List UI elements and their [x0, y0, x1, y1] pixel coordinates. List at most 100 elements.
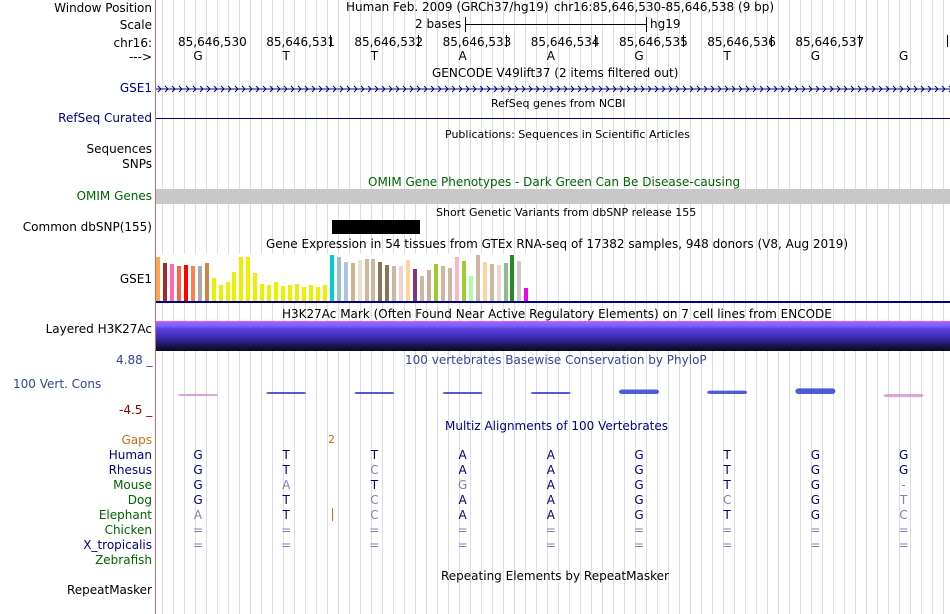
gtex-tissue-bar[interactable]: [399, 266, 404, 301]
gtex-tissue-bar[interactable]: [211, 278, 216, 301]
multiz-gap-count[interactable]: 2: [328, 433, 335, 446]
gtex-tissue-bar[interactable]: [260, 284, 265, 301]
repeatmasker-track-label[interactable]: RepeatMasker: [66, 583, 152, 597]
publications-snps-label[interactable]: SNPs: [122, 157, 152, 171]
omim-track-title[interactable]: OMIM Gene Phenotypes - Dark Green Can Be…: [368, 175, 741, 189]
gtex-tissue-bar[interactable]: [190, 266, 195, 301]
gencode-strand-chevron: [570, 85, 575, 93]
gtex-tissue-bar[interactable]: [225, 282, 230, 301]
gtex-tissue-bar[interactable]: [232, 272, 237, 301]
h3k27ac-track-label[interactable]: Layered H3K27Ac: [45, 322, 152, 336]
gencode-gene-feature[interactable]: [156, 81, 950, 95]
gtex-tissue-bar[interactable]: [427, 270, 432, 301]
gtex-tissue-bar[interactable]: [350, 263, 355, 301]
gtex-tissue-bar[interactable]: [246, 257, 251, 301]
gtex-tissue-bar[interactable]: [413, 269, 418, 301]
gtex-tissue-bar[interactable]: [162, 263, 167, 301]
multiz-species-label[interactable]: X_tropicalis: [83, 538, 152, 552]
gtex-tissue-bar[interactable]: [197, 266, 202, 301]
gtex-track-label[interactable]: GSE1: [119, 272, 152, 286]
gtex-tissue-bar[interactable]: [385, 265, 390, 301]
gtex-tissue-bar[interactable]: [218, 285, 223, 301]
elephant-insertion-marker[interactable]: [332, 508, 333, 521]
gtex-tissue-bar[interactable]: [392, 266, 397, 301]
gtex-tissue-bar[interactable]: [434, 264, 438, 301]
gtex-tissue-bar[interactable]: [454, 257, 459, 301]
omim-track-label[interactable]: OMIM Genes: [76, 189, 152, 203]
gtex-tissue-bar[interactable]: [274, 282, 279, 301]
gtex-tissue-bar[interactable]: [378, 262, 383, 301]
gtex-tissue-bar[interactable]: [239, 257, 244, 301]
gtex-tissue-bar[interactable]: [204, 263, 209, 301]
multiz-species-label[interactable]: Zebrafish: [95, 553, 152, 567]
gencode-track-title[interactable]: GENCODE V49lift37 (2 items filtered out): [432, 66, 679, 80]
gtex-tissue-bar[interactable]: [295, 284, 299, 301]
gtex-tissue-bar[interactable]: [475, 255, 480, 301]
multiz-species-label[interactable]: Mouse: [113, 478, 152, 492]
gtex-tissue-bar[interactable]: [357, 260, 362, 301]
gtex-tissue-bar[interactable]: [183, 265, 188, 301]
gtex-tissue-bar[interactable]: [489, 264, 494, 301]
gtex-tissue-bar[interactable]: [343, 262, 348, 301]
refseq-track-title[interactable]: RefSeq genes from NCBI: [491, 97, 626, 110]
gtex-tissue-bar[interactable]: [517, 261, 522, 301]
gencode-strand-chevron: [353, 85, 358, 93]
phylop-logo[interactable]: [156, 366, 950, 414]
gtex-tissue-bar[interactable]: [329, 255, 334, 301]
h3k27ac-track-title[interactable]: H3K27Ac Mark (Often Found Near Active Re…: [282, 307, 832, 321]
gtex-tissue-bar[interactable]: [447, 268, 452, 301]
phylop-track-label[interactable]: 100 Vert. Cons: [13, 377, 102, 391]
gtex-tissue-bar[interactable]: [503, 263, 508, 301]
gtex-tissue-bar[interactable]: [482, 262, 487, 301]
gtex-tissue-bar[interactable]: [315, 287, 320, 301]
gtex-tissue-bar[interactable]: [336, 257, 341, 301]
gencode-strand-chevron: [640, 85, 645, 93]
gtex-tissue-bar[interactable]: [440, 266, 445, 301]
omim-gene-feature[interactable]: [156, 189, 950, 204]
gencode-track-label[interactable]: GSE1: [119, 81, 152, 95]
phylop-track-title[interactable]: 100 vertebrates Basewise Conservation by…: [405, 353, 707, 367]
grid-line: [360, 0, 361, 614]
grid-line: [327, 0, 328, 614]
grid-line: [789, 0, 790, 614]
repeatmasker-track-title[interactable]: Repeating Elements by RepeatMasker: [441, 569, 669, 583]
gtex-tissue-bar[interactable]: [510, 255, 515, 301]
gtex-tissue-bar[interactable]: [420, 276, 425, 301]
gtex-tissue-bar[interactable]: [468, 276, 473, 301]
multiz-species-label[interactable]: Dog: [127, 493, 152, 507]
refseq-gene-feature[interactable]: [156, 118, 950, 119]
gtex-tissue-bar[interactable]: [461, 261, 466, 301]
gtex-tissue-bar[interactable]: [406, 260, 411, 301]
dbsnp-track-label[interactable]: Common dbSNP(155): [22, 220, 152, 234]
refseq-track-label[interactable]: RefSeq Curated: [58, 111, 152, 125]
dbsnp-track-title[interactable]: Short Genetic Variants from dbSNP releas…: [436, 206, 697, 219]
publications-track-title[interactable]: Publications: Sequences in Scientific Ar…: [445, 128, 690, 141]
publications-track-label[interactable]: Sequences: [86, 142, 152, 156]
gtex-tissue-bar[interactable]: [253, 273, 258, 301]
gtex-tissue-bar[interactable]: [496, 265, 501, 301]
gtex-expression-chart[interactable]: [156, 254, 536, 301]
multiz-track-title[interactable]: Multiz Alignments of 100 Vertebrates: [445, 419, 669, 433]
gtex-tissue-bar[interactable]: [524, 288, 529, 301]
multiz-species-label[interactable]: Elephant: [98, 508, 152, 522]
gtex-track-title[interactable]: Gene Expression in 54 tissues from GTEx …: [266, 237, 849, 251]
gtex-tissue-bar[interactable]: [364, 259, 369, 301]
multiz-species-label[interactable]: Chicken: [104, 523, 152, 537]
multiz-species-label[interactable]: Rhesus: [108, 463, 152, 477]
dbsnp-variant-feature[interactable]: [332, 220, 420, 234]
gtex-tissue-bar[interactable]: [156, 257, 160, 301]
multiz-gaps-label[interactable]: Gaps: [121, 433, 152, 447]
gencode-strand-chevron: [416, 85, 421, 93]
gtex-tissue-bar[interactable]: [322, 285, 327, 301]
gtex-tissue-bar[interactable]: [176, 266, 181, 301]
gtex-tissue-bar[interactable]: [301, 287, 306, 301]
gtex-tissue-bar[interactable]: [169, 264, 174, 301]
gtex-tissue-bar[interactable]: [281, 286, 286, 301]
h3k27ac-signal[interactable]: [156, 321, 950, 351]
gtex-tissue-bar[interactable]: [308, 285, 313, 301]
gtex-tissue-bar[interactable]: [267, 285, 272, 301]
gtex-tissue-bar[interactable]: [371, 259, 376, 301]
multiz-species-label[interactable]: Human: [108, 448, 152, 462]
gtex-tissue-bar[interactable]: [288, 285, 293, 301]
gencode-strand-chevron: [325, 85, 330, 93]
